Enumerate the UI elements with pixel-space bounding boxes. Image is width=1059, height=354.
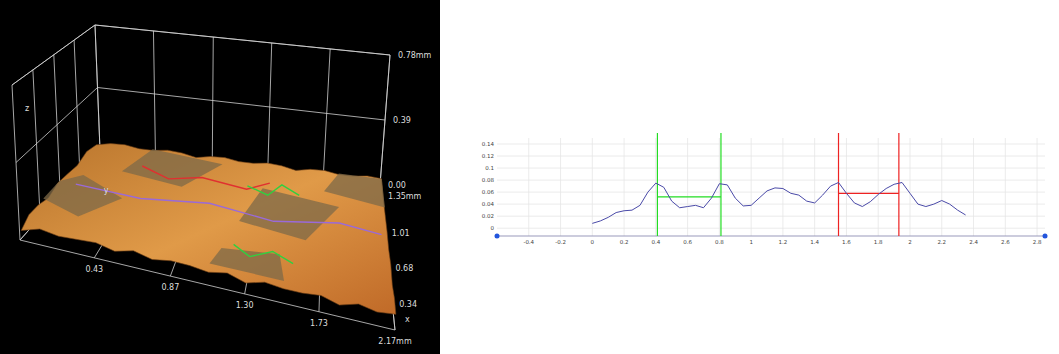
x-tick-label: 1.73 (310, 319, 328, 328)
plot-area (592, 133, 965, 236)
z-tick-label: 0.39 (393, 116, 411, 125)
grid-line (909, 138, 910, 236)
grid-line (973, 138, 974, 236)
x-tick-label: 0 (591, 239, 595, 245)
grid-line (497, 168, 1045, 169)
x-tick-label: 0.4 (651, 239, 660, 245)
x-tick-label: 1.30 (236, 301, 254, 310)
x-tick-label: 2.6 (1001, 239, 1010, 245)
surface-background (0, 0, 440, 354)
grid-line (782, 138, 783, 236)
line-chart: -0.4 -0.2 0 0.2 0.4 0.6 0.8 1 1.2 1.4 1.6 1.8 2 2.2 2.… (482, 138, 1048, 245)
grid-line (655, 138, 656, 236)
x-tick-label: 2.17mm (378, 337, 412, 346)
x-tick-label: 1 (749, 239, 753, 245)
grid-line (95, 25, 390, 55)
x-tick-label: 2.8 (1033, 239, 1042, 245)
grid-line (751, 138, 752, 236)
grid-line (719, 138, 720, 236)
axis-end-marker (495, 234, 500, 239)
x-tick-label: 0.8 (715, 239, 724, 245)
terrain-patch (239, 188, 339, 240)
box-edge (95, 25, 390, 55)
y-tick-label: 0.1 (485, 165, 494, 171)
axis-end-marker (1043, 234, 1048, 239)
grid-line (497, 204, 1045, 205)
y-tick-label: 0.14 (482, 141, 495, 147)
grid-line (497, 216, 1045, 217)
x-tick-label: 0.2 (620, 239, 629, 245)
grid-line (878, 138, 879, 236)
grid-line (528, 138, 529, 236)
x-tick-label: 2.2 (937, 239, 946, 245)
terrain-patch (43, 175, 122, 216)
grid-line (12, 25, 95, 85)
profile-trace (234, 244, 294, 263)
x-axis (497, 236, 1045, 237)
x-tick-label: 2.4 (969, 239, 978, 245)
y-tick-label: 0 (491, 225, 495, 231)
grid-line (497, 192, 1045, 193)
terrain-patch (324, 174, 385, 208)
grid-line (16, 88, 98, 163)
x-tick-label: 0.87 (161, 283, 179, 292)
span-marker (838, 133, 839, 236)
y-tick-label: 0.02 (482, 213, 494, 219)
z-tick-label: 0.78mm (398, 51, 432, 60)
y-tick-label: 0.06 (482, 189, 495, 195)
figure: 0.43 0.87 1.30 1.73 2.17mm 0.34 0.68 1.01 1.35mm… (0, 0, 1059, 354)
profile-trace (247, 185, 299, 195)
x-tick-label: 1.8 (874, 239, 883, 245)
grid-line (624, 138, 625, 236)
terrain-patch (122, 149, 223, 187)
z-axis-label: z (25, 104, 29, 113)
y-tick-label: 0.68 (395, 264, 413, 273)
x-tick-label: -0.2 (555, 239, 566, 245)
y-tick-label: 0.04 (482, 201, 495, 207)
span-marker (898, 133, 899, 236)
grid-line (1037, 138, 1038, 236)
span-level (839, 193, 899, 194)
grid-line (941, 138, 942, 236)
x-tick-label: 0.6 (683, 239, 692, 245)
grid-line (1005, 138, 1006, 236)
y-tick-label: 0.12 (482, 153, 494, 159)
x-tick-label: 2 (908, 239, 912, 245)
grid-line (497, 144, 1045, 145)
y-axis-label: y (104, 186, 109, 195)
x-tick-label: 1.4 (810, 239, 819, 245)
grid-line (497, 228, 1045, 229)
grid-line (592, 138, 593, 236)
x-tick-label: 0.43 (85, 265, 103, 274)
z-tick-label: 0.00 (388, 181, 406, 190)
grid-line (98, 88, 386, 121)
grid-line (687, 138, 688, 236)
y-tick-label: 0.34 (399, 300, 417, 309)
terrain-surface (21, 144, 396, 315)
x-axis-label: x (405, 315, 410, 324)
profile-trace (76, 184, 382, 235)
surface-axes (12, 25, 395, 330)
y-tick-label: 1.35mm (388, 192, 422, 201)
grid-line (497, 180, 1045, 181)
box-edge (12, 25, 95, 85)
grid-line (497, 156, 1045, 157)
grid-line (560, 138, 561, 236)
x-tick-label: 1.6 (842, 239, 851, 245)
y-tick-label: 1.01 (392, 229, 410, 238)
terrain-patch (210, 248, 285, 281)
grid-line (846, 138, 847, 236)
grid-line (814, 138, 815, 236)
profile-trace (142, 166, 269, 189)
x-tick-label: -0.4 (523, 239, 534, 245)
profile-line (592, 182, 965, 223)
y-tick-label: 0.08 (482, 177, 495, 183)
x-tick-label: 1.2 (779, 239, 788, 245)
